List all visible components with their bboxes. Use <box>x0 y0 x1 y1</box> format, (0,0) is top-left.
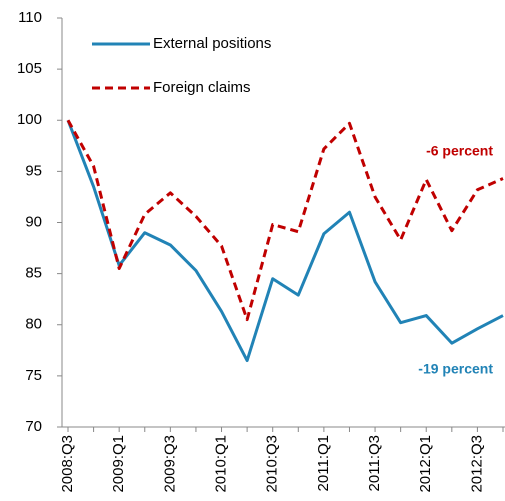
x-tick-label: 2010:Q3 <box>264 435 281 493</box>
y-tick-label: 80 <box>25 316 42 333</box>
x-tick-label: 2009:Q3 <box>161 435 178 493</box>
x-tick-label: 2008:Q3 <box>59 435 76 493</box>
y-tick-label: 105 <box>17 60 42 77</box>
annotation: -19 percent <box>418 361 493 377</box>
x-tick-label: 2011:Q3 <box>366 435 383 491</box>
x-tick-label: 2009:Q1 <box>110 435 127 493</box>
x-tick-label: 2012:Q3 <box>468 435 485 493</box>
x-tick-label: 2012:Q1 <box>417 435 434 493</box>
y-tick-label: 75 <box>25 367 42 384</box>
y-tick-label: 85 <box>25 265 42 282</box>
annotation: -6 percent <box>426 143 493 159</box>
legend-label: External positions <box>153 35 271 52</box>
y-tick-label: 95 <box>25 162 42 179</box>
x-tick-label: 2010:Q1 <box>212 435 229 493</box>
y-tick-label: 70 <box>25 418 42 435</box>
y-tick-label: 100 <box>17 111 42 128</box>
legend-label: Foreign claims <box>153 79 251 96</box>
y-tick-label: 90 <box>25 213 42 230</box>
series-line <box>66 119 504 363</box>
y-tick-label: 110 <box>18 9 42 26</box>
x-tick-label: 2011:Q1 <box>315 435 332 491</box>
